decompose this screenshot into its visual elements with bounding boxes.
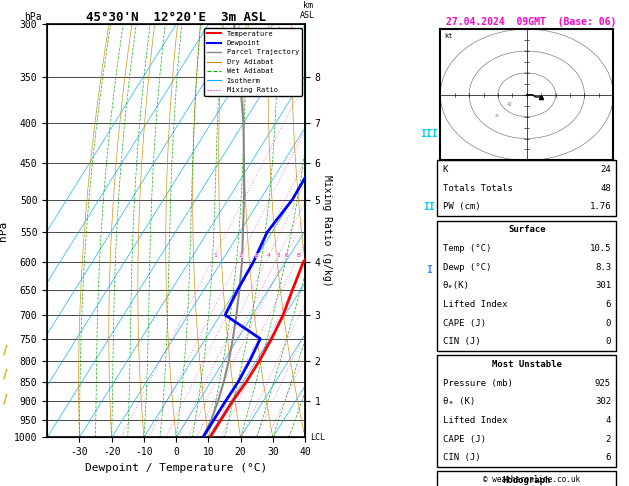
Text: 1: 1 xyxy=(213,253,216,258)
Text: Hodograph: Hodograph xyxy=(503,476,551,486)
Text: CIN (J): CIN (J) xyxy=(443,337,480,346)
Text: 5: 5 xyxy=(276,253,280,258)
Text: 302: 302 xyxy=(595,398,611,406)
Text: 48: 48 xyxy=(600,184,611,193)
Text: Temp (°C): Temp (°C) xyxy=(443,244,491,253)
Text: 6: 6 xyxy=(606,300,611,309)
Text: CAPE (J): CAPE (J) xyxy=(443,319,486,328)
Text: 24: 24 xyxy=(600,165,611,174)
Legend: Temperature, Dewpoint, Parcel Trajectory, Dry Adiabat, Wet Adiabat, Isotherm, Mi: Temperature, Dewpoint, Parcel Trajectory… xyxy=(204,28,301,96)
Text: 4: 4 xyxy=(606,416,611,425)
Title: 45°30'N  12°20'E  3m ASL: 45°30'N 12°20'E 3m ASL xyxy=(86,11,266,24)
Text: 42: 42 xyxy=(506,102,513,107)
Text: 42: 42 xyxy=(495,114,500,118)
Text: Surface: Surface xyxy=(508,226,545,234)
Text: III: III xyxy=(420,129,438,139)
Text: Lifted Index: Lifted Index xyxy=(443,300,507,309)
Text: 2: 2 xyxy=(606,435,611,444)
Text: θₑ (K): θₑ (K) xyxy=(443,398,475,406)
Text: I: I xyxy=(426,265,432,275)
Text: 6: 6 xyxy=(284,253,288,258)
Text: /: / xyxy=(3,344,8,356)
Text: 3: 3 xyxy=(255,253,259,258)
Text: Most Unstable: Most Unstable xyxy=(492,360,562,369)
Text: II: II xyxy=(423,202,435,211)
Text: hPa: hPa xyxy=(24,12,42,22)
Text: km
ASL: km ASL xyxy=(300,1,315,20)
X-axis label: Dewpoint / Temperature (°C): Dewpoint / Temperature (°C) xyxy=(85,463,267,473)
Text: 0: 0 xyxy=(606,319,611,328)
Text: /: / xyxy=(3,392,8,405)
Text: 6: 6 xyxy=(606,453,611,462)
Text: PW (cm): PW (cm) xyxy=(443,203,480,211)
Text: 2: 2 xyxy=(239,253,243,258)
Text: 27.04.2024  09GMT  (Base: 06): 27.04.2024 09GMT (Base: 06) xyxy=(447,17,616,27)
Text: CIN (J): CIN (J) xyxy=(443,453,480,462)
Text: 1.76: 1.76 xyxy=(589,203,611,211)
Text: 8.3: 8.3 xyxy=(595,263,611,272)
Y-axis label: hPa: hPa xyxy=(0,221,8,241)
Text: θₑ(K): θₑ(K) xyxy=(443,281,469,290)
Text: Dewp (°C): Dewp (°C) xyxy=(443,263,491,272)
Text: 0: 0 xyxy=(606,337,611,346)
Text: 301: 301 xyxy=(595,281,611,290)
Text: LCL: LCL xyxy=(310,433,325,442)
Text: Lifted Index: Lifted Index xyxy=(443,416,507,425)
Text: 4: 4 xyxy=(267,253,270,258)
Text: 10.5: 10.5 xyxy=(589,244,611,253)
Text: /: / xyxy=(3,368,8,381)
Text: 8: 8 xyxy=(297,253,301,258)
Text: 925: 925 xyxy=(595,379,611,388)
Y-axis label: Mixing Ratio (g/kg): Mixing Ratio (g/kg) xyxy=(322,175,331,287)
Text: kt: kt xyxy=(443,34,452,39)
Text: K: K xyxy=(443,165,448,174)
Text: CAPE (J): CAPE (J) xyxy=(443,435,486,444)
Text: © weatheronline.co.uk: © weatheronline.co.uk xyxy=(483,474,580,484)
Text: Pressure (mb): Pressure (mb) xyxy=(443,379,513,388)
Text: Totals Totals: Totals Totals xyxy=(443,184,513,193)
